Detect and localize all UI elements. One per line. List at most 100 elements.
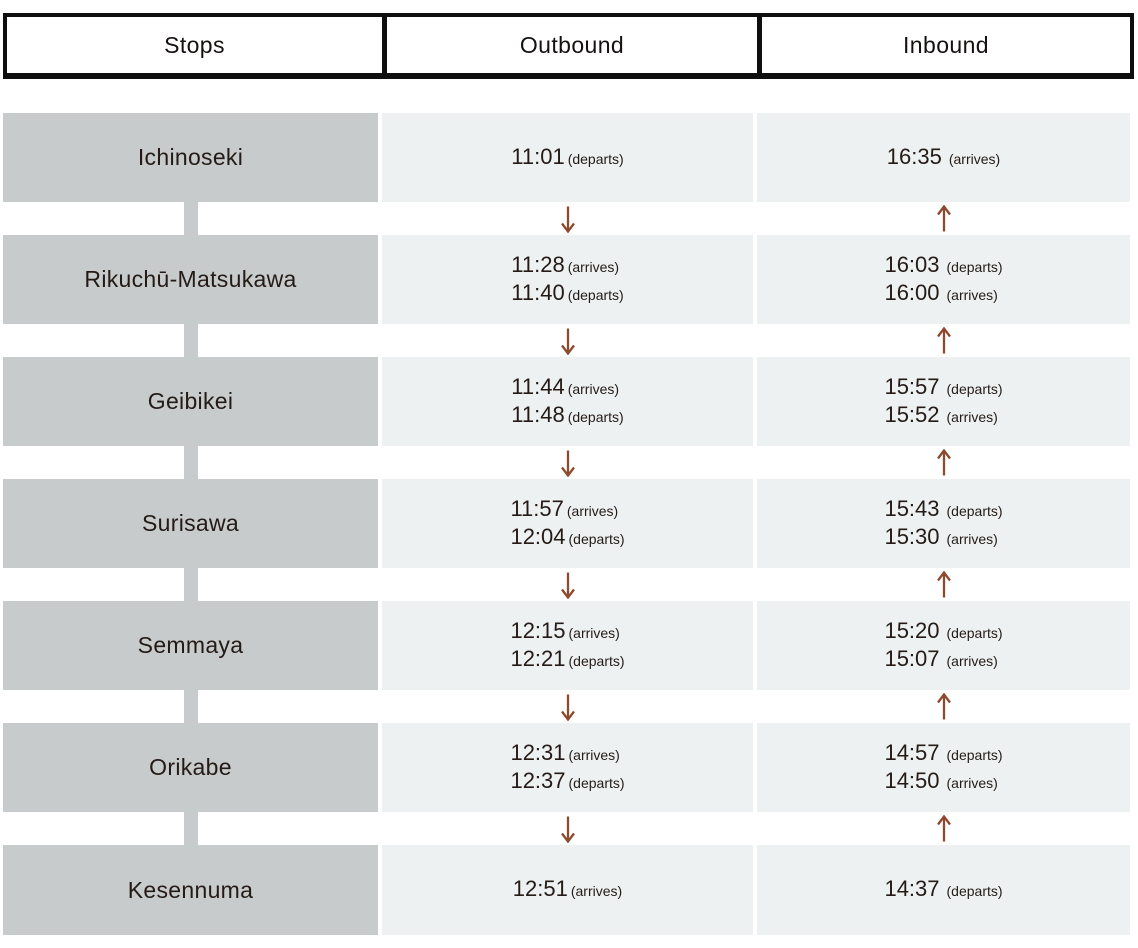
station-name-cell: Orikabe [3,723,378,812]
inbound-direction-cell [757,446,1130,479]
time-entry: 16:00 (arrives) [884,280,1002,308]
time-type-label: (departs) [567,286,624,303]
up-arrow-icon [936,570,951,597]
down-arrow-icon [560,328,575,355]
time-entry: 11:28 (arrives) [511,252,623,280]
inbound-time-block: 15:57 (departs) 15:52 (arrives) [884,374,1002,430]
station-name: Surisawa [142,510,239,536]
time-value: 14:37 [884,876,940,901]
station-name: Rikuchū-Matsukawa [84,266,297,292]
inbound-direction-cell [757,812,1130,845]
time-entry: 15:52 (arrives) [884,402,1002,430]
inbound-time-block: 14:57 (departs) 14:50 (arrives) [884,740,1002,796]
connector-row [3,324,1130,357]
station-name: Orikabe [149,754,232,780]
time-type-label: (departs) [567,408,624,425]
connector-row [3,690,1130,723]
time-value: 11:28 [511,251,565,277]
up-arrow-icon [936,326,951,353]
outbound-times-cell: 11:57 (arrives) 12:04 (departs) [382,479,753,568]
time-value: 12:15 [510,617,566,643]
inbound-time-block: 16:35 (arrives) [887,144,1000,172]
inbound-times-cell: 15:57 (departs) 15:52 (arrives) [757,357,1130,446]
time-type-label: (arrives) [946,408,998,425]
time-value: 16:35 [886,143,942,169]
inbound-times-cell: 16:35 (arrives) [757,113,1130,202]
outbound-time-block: 12:31 (arrives) 12:37 (departs) [510,740,624,796]
inbound-time-block: 14:37 (departs) [884,876,1002,904]
time-type-label: (arrives) [946,774,998,791]
time-type-label: (arrives) [946,652,998,669]
outbound-times-cell: 11:01 (departs) [382,113,753,202]
station-row: Orikabe 12:31 (arrives) 12:37 (departs) 14:… [3,723,1130,812]
time-type-label: (arrives) [566,502,619,519]
inbound-times-cell: 14:57 (departs) 14:50 (arrives) [757,723,1130,812]
time-type-label: (departs) [946,502,1003,519]
time-type-label: (arrives) [946,286,998,303]
time-type-label: (departs) [946,258,1003,275]
route-connector [183,568,198,601]
header-outbound: Outbound [382,17,757,73]
route-connector [183,446,198,479]
route-connector-cell [3,324,378,357]
time-value: 15:52 [884,401,940,427]
timetable-body: Ichinoseki 11:01 (departs) 16:35 (arrives) [3,113,1130,935]
time-type-label: (arrives) [567,258,620,275]
inbound-time-block: 15:20 (departs) 15:07 (arrives) [884,618,1002,674]
station-name: Ichinoseki [137,144,244,170]
inbound-direction-cell [757,324,1130,357]
time-value: 14:57 [884,739,940,765]
time-type-label: (arrives) [946,530,998,547]
table-header: Stops Outbound Inbound [3,13,1134,79]
outbound-time-block: 11:01 (departs) [511,144,623,172]
connector-row [3,812,1130,845]
route-connector [183,202,198,235]
station-name-cell: Geibikei [3,357,378,446]
route-connector [183,324,198,357]
route-connector-cell [3,202,378,235]
time-entry: 12:21 (departs) [510,646,624,674]
time-type-label: (departs) [568,652,625,669]
station-name-cell: Ichinoseki [3,113,378,202]
time-value: 15:20 [884,617,940,643]
time-value: 15:07 [884,645,940,671]
time-entry: 16:03 (departs) [884,252,1002,280]
time-type-label: (departs) [946,883,1003,899]
inbound-times-cell: 15:43 (departs) 15:30 (arrives) [757,479,1130,568]
up-arrow-icon [936,448,951,475]
time-entry: 12:51 (arrives) [513,876,622,904]
route-connector-cell [3,690,378,723]
header-stops: Stops [164,31,225,58]
route-connector [183,690,198,723]
time-entry: 12:04 (departs) [510,524,624,552]
station-row: Ichinoseki 11:01 (departs) 16:35 (arrives) [3,113,1130,202]
outbound-times-cell: 11:44 (arrives) 11:48 (departs) [382,357,753,446]
time-value: 14:50 [884,767,940,793]
time-entry: 14:57 (departs) [884,740,1002,768]
down-arrow-icon [560,450,575,477]
time-type-label: (arrives) [948,150,1001,167]
outbound-direction-cell [382,202,753,235]
station-name-cell: Kesennuma [3,845,378,935]
inbound-time-block: 15:43 (departs) 15:30 (arrives) [884,496,1002,552]
time-type-label: (departs) [568,530,625,547]
outbound-direction-cell [382,446,753,479]
station-name: Semmaya [137,632,244,658]
inbound-direction-cell [757,690,1130,723]
inbound-times-cell: 16:03 (departs) 16:00 (arrives) [757,235,1130,324]
time-entry: 16:35 (arrives) [887,144,1000,172]
station-name-cell: Surisawa [3,479,378,568]
route-connector [183,812,198,845]
outbound-time-block: 11:44 (arrives) 11:48 (departs) [511,374,623,430]
connector-row [3,568,1130,601]
time-type-label: (departs) [946,624,1003,641]
time-value: 12:21 [510,645,566,671]
time-value: 11:40 [511,279,565,305]
time-entry: 11:48 (departs) [511,402,623,430]
time-entry: 15:07 (arrives) [884,646,1002,674]
time-entry: 11:44 (arrives) [511,374,623,402]
time-type-label: (arrives) [568,746,620,763]
outbound-direction-cell [382,812,753,845]
inbound-times-cell: 14:37 (departs) [757,845,1130,935]
time-entry: 11:40 (departs) [511,280,623,308]
